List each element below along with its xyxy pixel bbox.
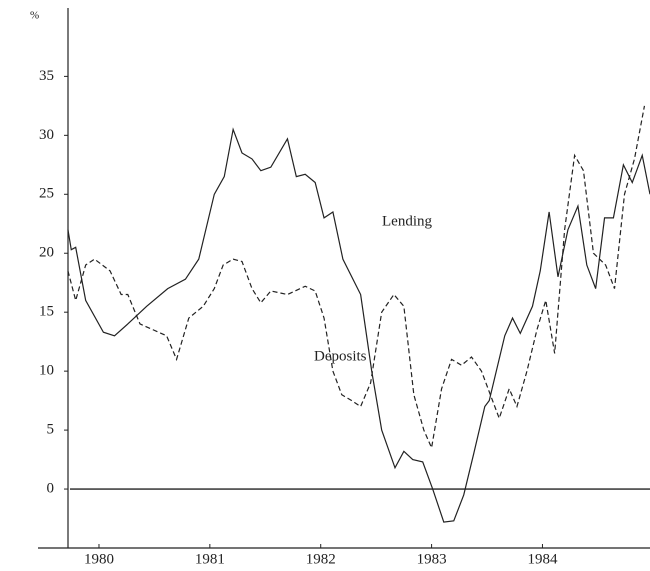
annotation: Deposits: [314, 348, 367, 364]
y-tick-label: 35: [39, 68, 54, 84]
y-tick-label: 25: [39, 186, 54, 202]
x-tick-label: 1981: [195, 551, 225, 567]
y-tick-label: 0: [47, 480, 55, 496]
y-unit-label: %: [30, 10, 39, 22]
x-tick-label: 1982: [306, 551, 336, 567]
x-tick-label: 1980: [84, 551, 114, 567]
line-series: [67, 105, 646, 450]
line-series: [67, 127, 650, 523]
y-tick-label: 10: [39, 363, 54, 379]
x-tick-label: 1984: [527, 551, 558, 567]
y-tick-label: 30: [39, 127, 54, 143]
y-tick-label: 15: [39, 304, 54, 320]
y-tick-label: 20: [39, 245, 54, 261]
x-tick-label: 1983: [417, 551, 447, 567]
y-tick-label: 5: [47, 422, 55, 438]
annotation: Lending: [382, 213, 432, 229]
